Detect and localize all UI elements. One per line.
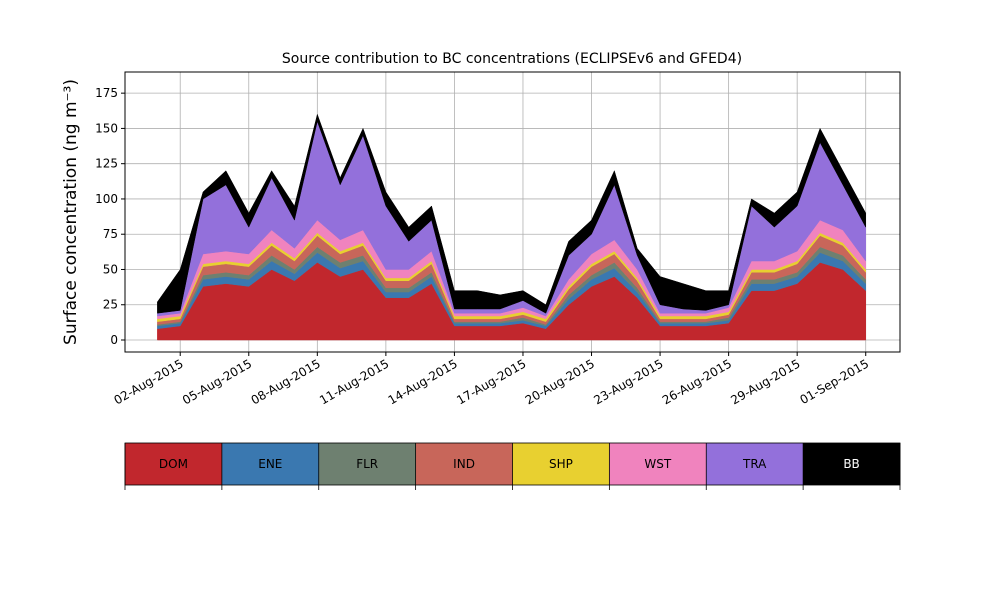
- x-tick-label: 08-Aug-2015: [249, 356, 323, 407]
- x-tick-label: 29-Aug-2015: [728, 356, 802, 407]
- y-tick-label: 0: [110, 333, 118, 347]
- legend-swatch: [415, 443, 513, 485]
- legend-frame: [124, 442, 901, 486]
- x-tick-label: 14-Aug-2015: [386, 356, 460, 407]
- y-tick-label: 25: [103, 298, 118, 312]
- y-tick-label: 75: [103, 227, 118, 241]
- x-tick-label: 01-Sep-2015: [797, 356, 871, 407]
- legend-swatch: [706, 443, 804, 485]
- y-tick-label: 125: [95, 157, 118, 171]
- legend-label: SHP: [549, 457, 573, 471]
- y-axis-label: Surface concentration (ng m⁻³): [61, 79, 81, 345]
- chart-title: Source contribution to BC concentrations…: [282, 51, 742, 67]
- legend-label: IND: [453, 457, 475, 471]
- legend-label: TRA: [742, 457, 767, 471]
- x-tick-label: 26-Aug-2015: [660, 356, 734, 407]
- legend-swatch: [609, 443, 707, 485]
- legend-swatch: [803, 443, 900, 485]
- y-tick-label: 175: [95, 86, 118, 100]
- legend-swatch: [318, 443, 416, 485]
- x-tick-label: 23-Aug-2015: [591, 356, 665, 407]
- x-tick-label: 02-Aug-2015: [111, 356, 185, 407]
- legend-label: ENE: [258, 457, 282, 471]
- x-tick-label: 17-Aug-2015: [454, 356, 528, 407]
- legend-label: BB: [843, 457, 859, 471]
- y-tick-label: 150: [95, 121, 118, 135]
- y-tick-label: 50: [103, 262, 118, 276]
- area: [157, 113, 866, 314]
- legend-swatch: [125, 443, 222, 485]
- x-tick-label: 20-Aug-2015: [523, 356, 597, 407]
- legend-label: FLR: [356, 457, 378, 471]
- x-tick-label: 11-Aug-2015: [317, 356, 391, 407]
- legend-swatch: [221, 443, 319, 485]
- plot-frame: [124, 71, 901, 353]
- legend-label: WST: [644, 457, 671, 471]
- legend-swatch: [512, 443, 610, 485]
- y-tick-label: 100: [95, 192, 118, 206]
- x-tick-label: 05-Aug-2015: [180, 356, 254, 407]
- legend-label: DOM: [159, 457, 188, 471]
